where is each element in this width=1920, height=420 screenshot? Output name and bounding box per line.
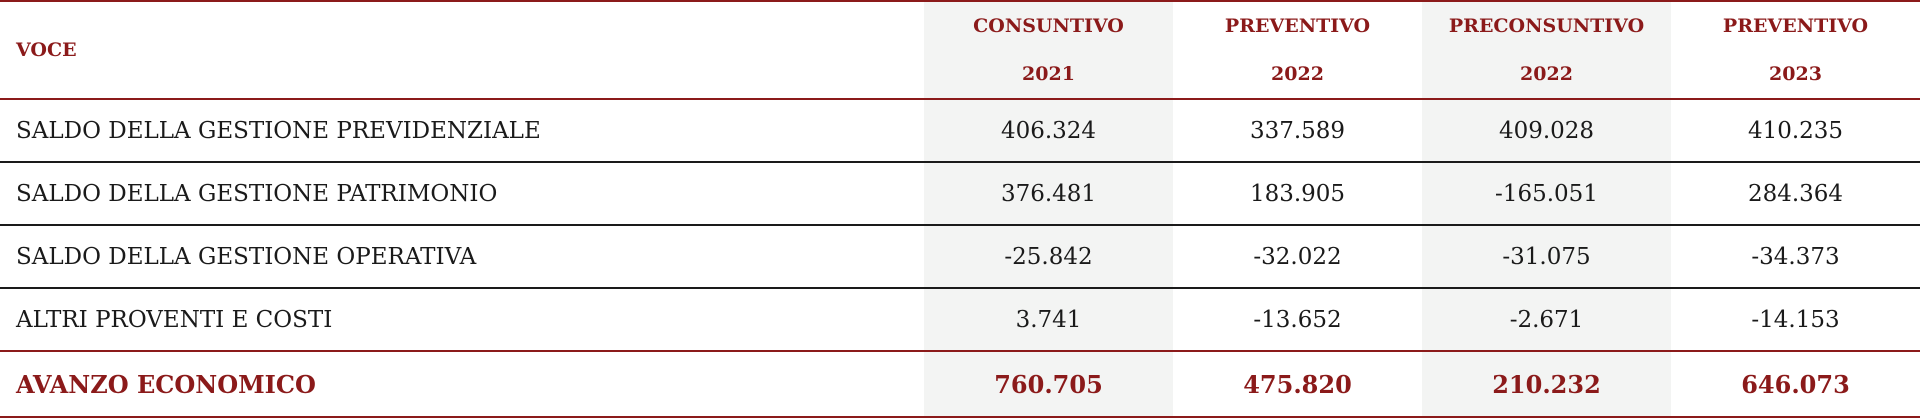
value-cell: -2.671 xyxy=(1422,288,1671,351)
value-cell: -32.022 xyxy=(1253,243,1342,270)
header-year: 2022 xyxy=(1271,63,1324,85)
value-cell: 337.589 xyxy=(1249,117,1346,144)
value-cell: -14.153 xyxy=(1751,306,1840,333)
table-row: SALDO DELLA GESTIONE PREVIDENZIALE 406.32… xyxy=(0,99,1920,162)
value-cell: -34.373 xyxy=(1751,243,1840,270)
value-cell: 284.364 xyxy=(1747,180,1844,207)
value-cell: -25.842 xyxy=(924,225,1173,288)
value-cell: 376.481 xyxy=(924,162,1173,225)
table-row: ALTRI PROVENTI E COSTI 3.741 -13.652 -2.671… xyxy=(0,288,1920,351)
header-label: PREVENTIVO xyxy=(1224,15,1371,37)
total-value: 646.073 xyxy=(1741,369,1850,399)
header-label: PREVENTIVO xyxy=(1722,15,1869,37)
total-value: 760.705 xyxy=(924,351,1173,417)
total-value: 475.820 xyxy=(1243,369,1352,399)
table-row: SALDO DELLA GESTIONE OPERATIVA -25.842 -32… xyxy=(0,225,1920,288)
header-cell: CONSUNTIVO 2021 xyxy=(924,1,1173,99)
value-cell: -31.075 xyxy=(1422,225,1671,288)
header-cell: VOCE xyxy=(16,39,77,61)
header-cell: PREVENTIVO 2023 xyxy=(1671,1,1920,99)
header-year: 2022 xyxy=(1520,63,1573,85)
header-cell: PRECONSUNTIVO 2022 xyxy=(1422,1,1671,99)
value-cell: -13.652 xyxy=(1253,306,1342,333)
total-row: AVANZO ECONOMICO 760.705 475.820 210.232 646… xyxy=(0,351,1920,417)
row-label: SALDO DELLA GESTIONE PREVIDENZIALE xyxy=(16,117,541,144)
value-cell: 406.324 xyxy=(924,99,1173,162)
total-label: AVANZO ECONOMICO xyxy=(16,369,316,399)
table-body: SALDO DELLA GESTIONE PREVIDENZIALE 406.32… xyxy=(0,99,1920,417)
value-cell: 409.028 xyxy=(1422,99,1671,162)
value-cell: 3.741 xyxy=(924,288,1173,351)
total-value: 210.232 xyxy=(1422,351,1671,417)
header-row: VOCE CONSUNTIVO 2021 PREVENTIVO 2022 PRECONS… xyxy=(0,1,1920,99)
value-cell: 183.905 xyxy=(1249,180,1346,207)
row-label: SALDO DELLA GESTIONE PATRIMONIO xyxy=(16,180,498,207)
row-label: SALDO DELLA GESTIONE OPERATIVA xyxy=(16,243,477,270)
header-year: 2021 xyxy=(1022,63,1075,85)
header-label: PRECONSUNTIVO xyxy=(1448,15,1645,37)
value-cell: -165.051 xyxy=(1422,162,1671,225)
header-cell: PREVENTIVO 2022 xyxy=(1173,1,1422,99)
value-cell: 410.235 xyxy=(1747,117,1844,144)
table-row: SALDO DELLA GESTIONE PATRIMONIO 376.481 18… xyxy=(0,162,1920,225)
header-label: CONSUNTIVO xyxy=(973,15,1124,37)
row-label: ALTRI PROVENTI E COSTI xyxy=(16,306,333,333)
header-year: 2023 xyxy=(1769,63,1822,85)
table-header: VOCE CONSUNTIVO 2021 PREVENTIVO 2022 PRECONS… xyxy=(0,1,1920,99)
